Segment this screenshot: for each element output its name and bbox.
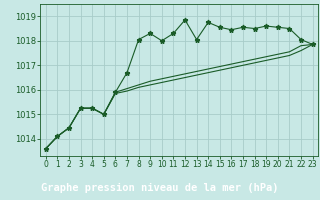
Text: Graphe pression niveau de la mer (hPa): Graphe pression niveau de la mer (hPa)	[41, 183, 279, 193]
